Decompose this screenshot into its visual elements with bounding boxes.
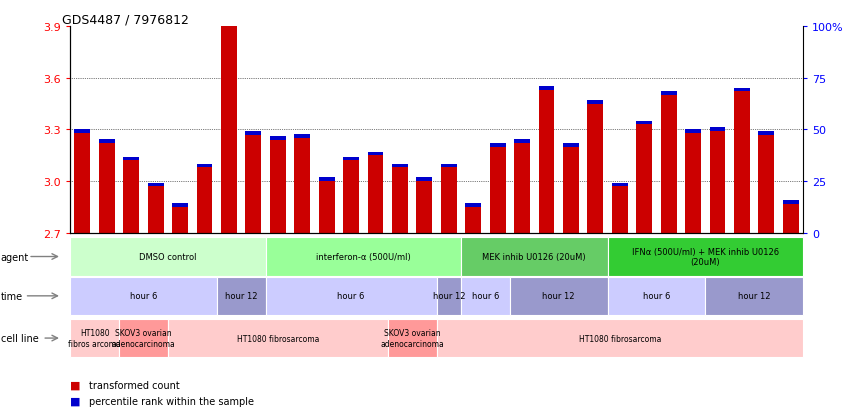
Bar [758,132,774,135]
Bar [466,207,481,233]
Bar [246,132,261,135]
Bar [416,182,432,233]
Bar [172,204,188,207]
Bar [758,135,774,233]
Bar [392,164,407,168]
Bar [710,132,725,233]
Bar [587,100,603,104]
Bar [148,187,163,233]
Bar [221,23,237,27]
Text: IFNα (500U/ml) + MEK inhib U0126
(20uM): IFNα (500U/ml) + MEK inhib U0126 (20uM) [632,247,779,266]
Bar [172,207,188,233]
Bar [270,137,286,140]
Bar [123,157,140,161]
Bar [197,168,212,233]
Bar [612,183,627,187]
Text: HT1080 fibrosarcoma: HT1080 fibrosarcoma [579,334,661,343]
Bar [563,147,579,233]
Bar [538,90,555,233]
Text: hour 12: hour 12 [225,292,258,301]
Text: agent: agent [1,252,29,262]
Text: ■: ■ [70,396,80,406]
Bar [270,140,286,233]
Text: cell line: cell line [1,333,39,343]
Text: SKOV3 ovarian
adenocarcinoma: SKOV3 ovarian adenocarcinoma [111,329,175,348]
Bar [318,178,335,182]
Bar [246,135,261,233]
Bar [99,140,115,144]
Bar [416,178,432,182]
Bar [392,168,407,233]
Bar [294,135,310,139]
Text: hour 6: hour 6 [337,292,365,301]
Bar [466,204,481,207]
Bar [74,133,91,233]
Bar [782,200,799,204]
Bar [148,183,163,187]
Bar [74,130,91,133]
Text: hour 6: hour 6 [643,292,670,301]
Bar [661,92,676,96]
Bar [514,144,530,233]
Text: hour 12: hour 12 [432,292,465,301]
Bar [367,152,383,156]
Text: hour 12: hour 12 [738,292,770,301]
Bar [636,121,652,125]
Bar [685,130,701,133]
Bar [221,27,237,233]
Bar [782,204,799,233]
Bar [343,161,359,233]
Text: DMSO control: DMSO control [140,252,197,261]
Text: HT1080
fibros arcoma: HT1080 fibros arcoma [68,329,121,348]
Text: transformed count: transformed count [89,380,180,390]
Bar [538,87,555,90]
Text: hour 6: hour 6 [130,292,158,301]
Bar [685,133,701,233]
Bar [734,92,750,233]
Bar [343,157,359,161]
Bar [318,182,335,233]
Bar [367,156,383,233]
Text: MEK inhib U0126 (20uM): MEK inhib U0126 (20uM) [483,252,586,261]
Bar [490,144,506,147]
Bar [710,128,725,132]
Bar [441,164,457,168]
Text: hour 6: hour 6 [472,292,499,301]
Bar [661,96,676,233]
Bar [197,164,212,168]
Bar [514,140,530,144]
Bar [587,104,603,233]
Text: HT1080 fibrosarcoma: HT1080 fibrosarcoma [236,334,319,343]
Bar [123,161,140,233]
Text: ■: ■ [70,380,80,390]
Text: SKOV3 ovarian
adenocarcinoma: SKOV3 ovarian adenocarcinoma [380,329,444,348]
Bar [563,144,579,147]
Text: interferon-α (500U/ml): interferon-α (500U/ml) [316,252,411,261]
Bar [441,168,457,233]
Text: percentile rank within the sample: percentile rank within the sample [89,396,254,406]
Text: time: time [1,291,23,301]
Text: hour 12: hour 12 [543,292,575,301]
Bar [734,88,750,92]
Bar [612,187,627,233]
Bar [99,144,115,233]
Bar [636,125,652,233]
Text: GDS4487 / 7976812: GDS4487 / 7976812 [62,13,188,26]
Bar [490,147,506,233]
Bar [294,139,310,233]
